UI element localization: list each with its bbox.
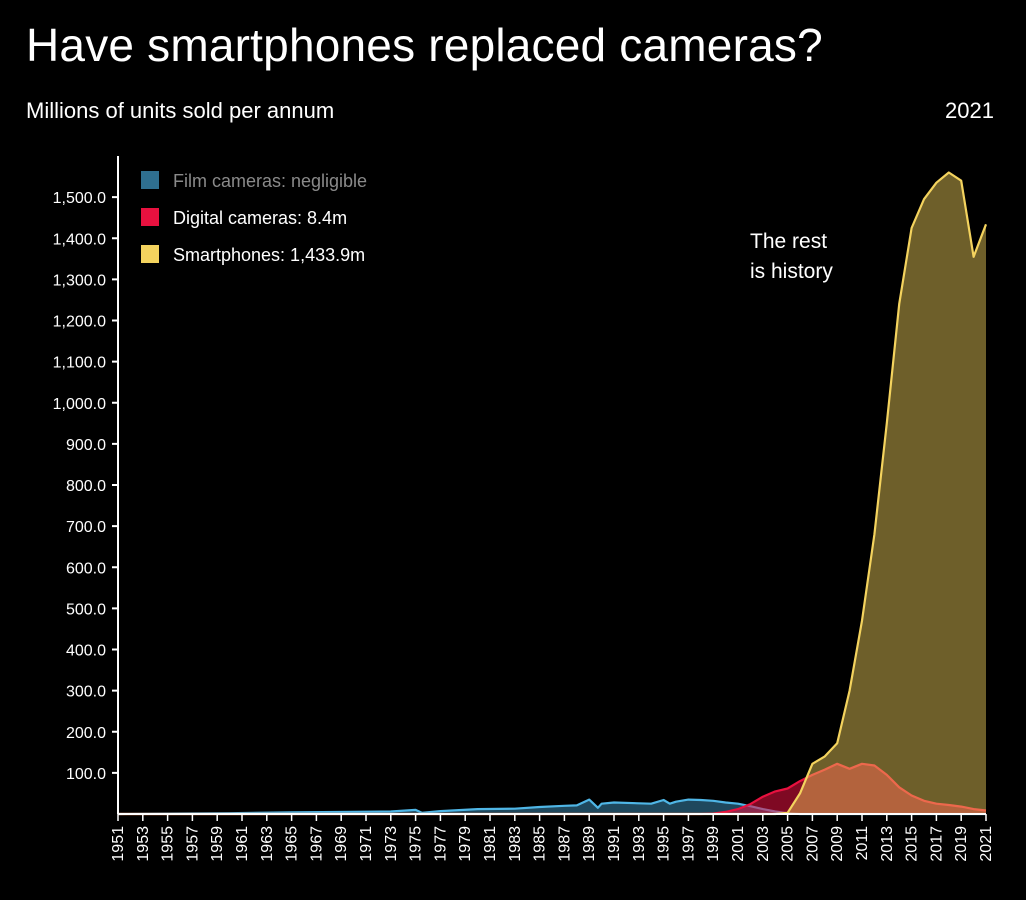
y-tick-label: 600.0 <box>66 560 106 577</box>
annotation-line: The rest <box>750 230 827 253</box>
y-tick-label: 800.0 <box>66 478 106 495</box>
x-tick-label: 1953 <box>135 826 152 862</box>
x-tick-label: 2019 <box>953 826 970 862</box>
digital-cameras-legend-swatch <box>141 208 159 226</box>
legend: Film cameras: negligible Digital cameras:… <box>141 171 367 265</box>
x-tick-label: 1963 <box>259 826 276 862</box>
x-tick-label: 2017 <box>928 826 945 862</box>
x-tick-label: 2009 <box>829 826 846 862</box>
page-title: Have smartphones replaced cameras? <box>26 19 823 71</box>
x-tick-label: 1951 <box>110 826 127 862</box>
x-tick-label: 1977 <box>432 826 449 862</box>
smartphones-legend-label: Smartphones: 1,433.9m <box>173 245 365 265</box>
y-tick-label: 1,500.0 <box>53 190 106 207</box>
x-tick-label: 2021 <box>978 826 995 862</box>
x-tick-label: 1975 <box>408 826 425 862</box>
chart-subtitle: Millions of units sold per annum <box>26 98 335 123</box>
x-tick-label: 2005 <box>780 826 797 862</box>
smartphones-line <box>118 171 988 816</box>
x-tick-label: 1979 <box>457 826 474 862</box>
x-tick-label: 1971 <box>358 826 375 862</box>
x-tick-label: 1967 <box>308 826 325 862</box>
x-tick-label: 1969 <box>333 826 350 862</box>
x-tick-label: 1991 <box>606 826 623 862</box>
x-tick-label: 1989 <box>581 826 598 862</box>
digital-cameras-area <box>118 763 986 814</box>
x-tick-label: 1981 <box>482 826 499 862</box>
x-tick-label: 2011 <box>854 826 871 861</box>
x-tick-label: 1985 <box>532 826 549 862</box>
y-tick-label: 500.0 <box>66 601 106 618</box>
x-tick-label: 1995 <box>656 826 673 862</box>
x-tick-label: 1955 <box>160 826 177 862</box>
y-tick-label: 400.0 <box>66 643 106 660</box>
digital-cameras-legend-label: Digital cameras: 8.4m <box>173 208 347 228</box>
x-tick-label: 1987 <box>556 826 573 862</box>
y-tick-label: 1,400.0 <box>53 231 106 248</box>
smartphones-area <box>118 172 986 814</box>
y-tick-label: 900.0 <box>66 437 106 454</box>
digital-cameras-line <box>118 762 987 816</box>
x-tick-label: 1959 <box>209 826 226 862</box>
x-tick-label: 1993 <box>631 826 648 862</box>
x-tick-label: 2003 <box>755 826 772 862</box>
x-tick-label: 1961 <box>234 826 251 862</box>
y-tick-label: 700.0 <box>66 519 106 536</box>
y-tick-label: 100.0 <box>66 766 106 783</box>
y-tick-label: 1,300.0 <box>53 272 106 289</box>
x-tick-label: 2013 <box>879 826 896 862</box>
y-tick-label: 1,000.0 <box>53 396 106 413</box>
x-tick-label: 1957 <box>184 826 201 862</box>
x-tick-label: 2015 <box>904 826 921 862</box>
y-tick-label: 200.0 <box>66 725 106 742</box>
x-tick-label: 1999 <box>705 826 722 862</box>
film-cameras-legend-swatch <box>141 171 159 189</box>
x-tick-label: 2007 <box>804 826 821 862</box>
y-tick-label: 1,200.0 <box>53 314 106 331</box>
x-tick-label: 1997 <box>680 826 697 862</box>
annotation-line: is history <box>750 260 833 283</box>
x-tick-label: 1983 <box>507 826 524 862</box>
year-label: 2021 <box>945 98 994 123</box>
y-tick-label: 1,100.0 <box>53 355 106 372</box>
smartphones-legend-swatch <box>141 245 159 263</box>
y-tick-label: 300.0 <box>66 684 106 701</box>
x-tick-label: 1965 <box>284 826 301 862</box>
x-tick-label: 2001 <box>730 826 747 862</box>
film-cameras-line <box>117 798 986 816</box>
film-cameras-legend-label: Film cameras: negligible <box>173 171 367 191</box>
x-tick-label: 1973 <box>383 826 400 862</box>
